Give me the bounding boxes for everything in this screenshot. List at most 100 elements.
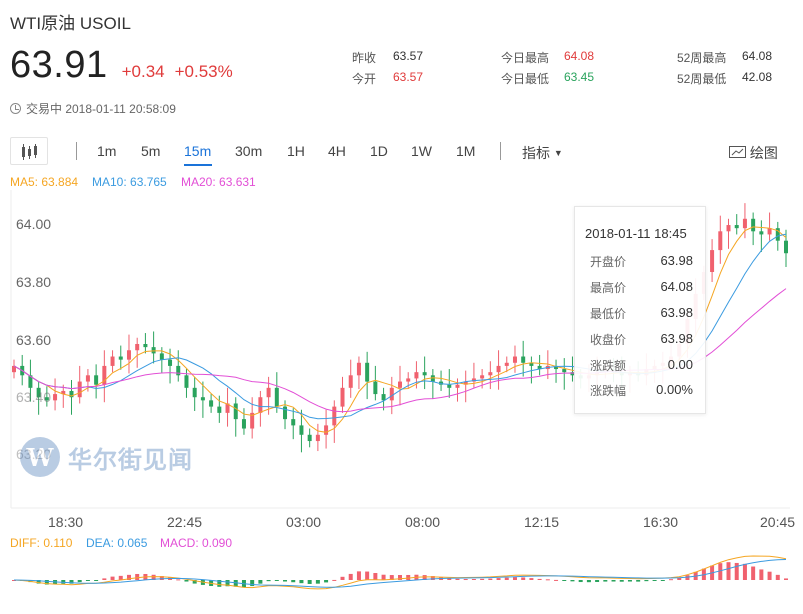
y-tick-label: 63.60 xyxy=(16,332,52,348)
macd-bar xyxy=(299,580,304,584)
macd-bar xyxy=(406,574,411,580)
macd-bar xyxy=(512,577,517,580)
macd-bar xyxy=(636,580,641,582)
candle-body xyxy=(77,381,82,398)
clock-icon xyxy=(10,103,21,114)
interval-5m[interactable]: 5m xyxy=(141,143,161,159)
candle-body xyxy=(291,419,296,426)
candle-body xyxy=(225,403,230,413)
interval-4h[interactable]: 4H xyxy=(328,143,346,159)
interval-1d[interactable]: 1D xyxy=(370,143,388,159)
candle-body xyxy=(340,387,345,407)
macd-bar xyxy=(644,580,649,582)
candle-body xyxy=(488,372,493,376)
x-tick-label: 16:30 xyxy=(643,514,679,530)
tooltip-value: 0.00 xyxy=(667,357,693,372)
indicator-menu[interactable]: 指标 ▼ xyxy=(522,143,563,163)
candle-body xyxy=(775,228,780,241)
macd-bar xyxy=(365,571,370,580)
watermark: W 华尔街见闻 xyxy=(20,437,193,477)
chart-type-button[interactable] xyxy=(10,137,48,165)
tooltip-value: 0.00% xyxy=(656,382,693,397)
stat-label: 今日最高 xyxy=(501,51,550,65)
candle-body xyxy=(332,406,337,426)
macd-bar xyxy=(447,578,452,580)
macd-bar xyxy=(496,578,501,580)
macd-bar xyxy=(784,578,788,580)
interval-1w[interactable]: 1W xyxy=(411,143,432,159)
candle-body xyxy=(784,240,788,254)
interval-1mo[interactable]: 1M xyxy=(456,143,476,159)
trading-status-text: 交易中 2018-01-11 20:58:09 xyxy=(26,102,176,116)
candle-body xyxy=(356,362,361,376)
candle-body xyxy=(348,375,353,388)
candle-body xyxy=(102,365,107,385)
macd-bar xyxy=(373,573,378,580)
candle-body xyxy=(44,397,49,401)
y-tick-label: 63.20 xyxy=(16,446,51,462)
macd-bar xyxy=(217,580,222,587)
interval-1m[interactable]: 1m xyxy=(97,143,117,159)
candle-body xyxy=(414,372,419,379)
diff-line xyxy=(13,555,787,590)
macd-bar xyxy=(529,578,534,580)
candle-body xyxy=(373,381,378,395)
macd-group xyxy=(12,555,788,590)
instrument-title: WTI原油 USOIL xyxy=(10,14,131,33)
legend-diff: DIFF: 0.110 xyxy=(10,536,73,550)
macd-bar xyxy=(250,580,255,587)
macd-bar xyxy=(751,566,756,580)
macd-bar xyxy=(315,580,320,584)
candle-body xyxy=(734,225,739,229)
candle-body xyxy=(529,362,534,366)
macd-bar xyxy=(110,576,115,580)
candle-body xyxy=(135,344,140,351)
legend-ma5: MA5: 63.884 xyxy=(10,175,79,189)
macd-bar xyxy=(578,580,583,583)
candle-body xyxy=(570,372,575,376)
candle-body xyxy=(324,425,329,435)
macd-bar xyxy=(266,580,271,582)
y-tick-label: 64.00 xyxy=(16,216,52,232)
macd-bar xyxy=(192,580,197,584)
price-change: +0.34 xyxy=(121,62,165,81)
macd-bar xyxy=(726,562,731,580)
candle-body xyxy=(209,400,214,407)
stat-value: 63.57 xyxy=(393,70,424,84)
interval-15m[interactable]: 15m xyxy=(184,143,212,159)
candle-body xyxy=(554,365,559,370)
candles-group xyxy=(12,203,788,453)
macd-bar xyxy=(225,580,230,587)
candle-body xyxy=(192,387,197,398)
tooltip-value: 63.98 xyxy=(660,253,693,268)
candle-body xyxy=(726,225,731,232)
dea-line xyxy=(13,559,787,588)
macd-bar xyxy=(159,576,164,580)
macd-bar xyxy=(118,575,123,580)
interval-1h[interactable]: 1H xyxy=(287,143,305,159)
interval-30m[interactable]: 30m xyxy=(235,143,263,159)
candlestick-icon xyxy=(22,144,37,160)
stat-label: 52周最高 xyxy=(677,51,727,65)
candle-body xyxy=(241,419,246,429)
draw-button[interactable]: 绘图 xyxy=(729,143,778,163)
macd-bar xyxy=(348,573,353,580)
candle-body xyxy=(176,365,181,376)
candle-body xyxy=(266,387,271,398)
macd-bar xyxy=(324,580,329,583)
legend-macd: MACD: 0.090 xyxy=(160,536,233,550)
candle-body xyxy=(455,384,460,388)
stat-value: 42.08 xyxy=(742,70,773,84)
y-tick-label: 63.80 xyxy=(16,274,52,290)
macd-bar xyxy=(463,579,468,581)
macd-bar xyxy=(381,574,386,580)
candle-body xyxy=(365,362,370,382)
legend-ma10: MA10: 63.765 xyxy=(92,175,167,189)
macd-bar xyxy=(488,578,493,580)
candle-body xyxy=(143,344,148,348)
macd-bar xyxy=(85,580,90,581)
candle-body xyxy=(233,403,238,420)
macd-bar xyxy=(258,580,263,584)
stat-value: 64.08 xyxy=(564,49,595,63)
